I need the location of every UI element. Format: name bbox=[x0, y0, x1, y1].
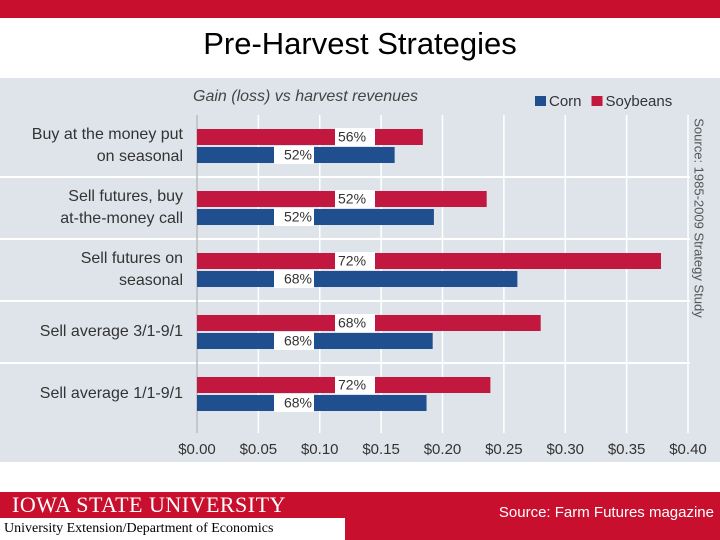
x-tick-label: $0.05 bbox=[240, 441, 278, 458]
category-label: Buy at the money put bbox=[32, 126, 184, 143]
category-label: Sell average 3/1-9/1 bbox=[40, 323, 183, 340]
label-box bbox=[335, 376, 375, 394]
legend-label: Corn bbox=[549, 93, 582, 110]
percent-label: 52% bbox=[338, 191, 366, 207]
percent-label: 52% bbox=[284, 209, 312, 225]
slide-title: Pre-Harvest Strategies bbox=[203, 26, 517, 61]
label-box bbox=[335, 314, 375, 332]
category-label: at-the-money call bbox=[60, 210, 183, 227]
x-tick-label: $0.40 bbox=[669, 441, 707, 458]
percent-label: 52% bbox=[284, 147, 312, 163]
bar bbox=[197, 129, 423, 145]
chart-subtitle: Gain (loss) vs harvest revenues bbox=[193, 88, 418, 105]
top-bar bbox=[0, 0, 720, 18]
x-tick-label: $0.10 bbox=[301, 441, 339, 458]
label-box bbox=[274, 332, 314, 350]
category-label: on seasonal bbox=[97, 148, 183, 165]
label-box bbox=[335, 190, 375, 208]
percent-label: 68% bbox=[284, 395, 312, 411]
label-box bbox=[274, 394, 314, 412]
department: University Extension/Department of Econo… bbox=[4, 521, 273, 536]
bar bbox=[197, 333, 433, 349]
percent-label: 68% bbox=[284, 333, 312, 349]
x-tick-label: $0.20 bbox=[424, 441, 462, 458]
x-tick-label: $0.00 bbox=[178, 441, 216, 458]
label-box bbox=[274, 208, 314, 226]
label-box bbox=[274, 146, 314, 164]
label-box bbox=[335, 252, 375, 270]
university-name: Iowa State University bbox=[12, 492, 286, 517]
x-tick-label: $0.15 bbox=[362, 441, 400, 458]
bar bbox=[197, 271, 518, 287]
category-label: Sell average 1/1-9/1 bbox=[40, 385, 183, 402]
category-label: seasonal bbox=[119, 272, 183, 289]
percent-label: 68% bbox=[284, 271, 312, 287]
side-note: Source: 1985-2009 Strategy Study bbox=[692, 118, 707, 318]
percent-label: 72% bbox=[338, 253, 366, 269]
category-label: Sell futures, buy bbox=[68, 188, 183, 205]
x-tick-label: $0.30 bbox=[546, 441, 584, 458]
label-box bbox=[335, 128, 375, 146]
percent-label: 72% bbox=[338, 377, 366, 393]
legend-swatch bbox=[535, 96, 546, 106]
category-label: Sell futures on bbox=[81, 250, 183, 267]
x-tick-label: $0.25 bbox=[485, 441, 523, 458]
footer-strip bbox=[0, 518, 345, 540]
x-tick-label: $0.35 bbox=[608, 441, 646, 458]
percent-label: 56% bbox=[338, 129, 366, 145]
bar bbox=[197, 209, 434, 225]
bar bbox=[197, 253, 661, 269]
source: Source: Farm Futures magazine bbox=[499, 504, 714, 521]
legend-label: Soybeans bbox=[606, 93, 673, 110]
label-box bbox=[274, 270, 314, 288]
percent-label: 68% bbox=[338, 315, 366, 331]
legend-swatch bbox=[591, 96, 603, 106]
